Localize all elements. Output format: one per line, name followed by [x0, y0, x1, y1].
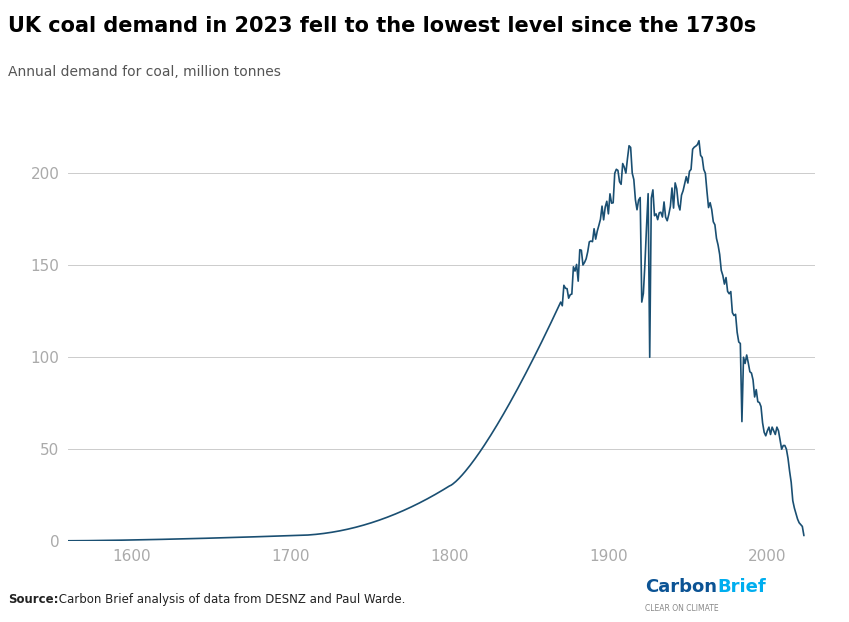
Text: Annual demand for coal, million tonnes: Annual demand for coal, million tonnes: [8, 65, 281, 80]
Text: CLEAR ON CLIMATE: CLEAR ON CLIMATE: [645, 604, 719, 613]
Text: Brief: Brief: [717, 578, 766, 596]
Text: Source:: Source:: [8, 593, 59, 606]
Text: Carbon Brief analysis of data from DESNZ and Paul Warde.: Carbon Brief analysis of data from DESNZ…: [55, 593, 406, 606]
Text: Carbon: Carbon: [645, 578, 717, 596]
Text: UK coal demand in 2023 fell to the lowest level since the 1730s: UK coal demand in 2023 fell to the lowes…: [8, 16, 756, 35]
